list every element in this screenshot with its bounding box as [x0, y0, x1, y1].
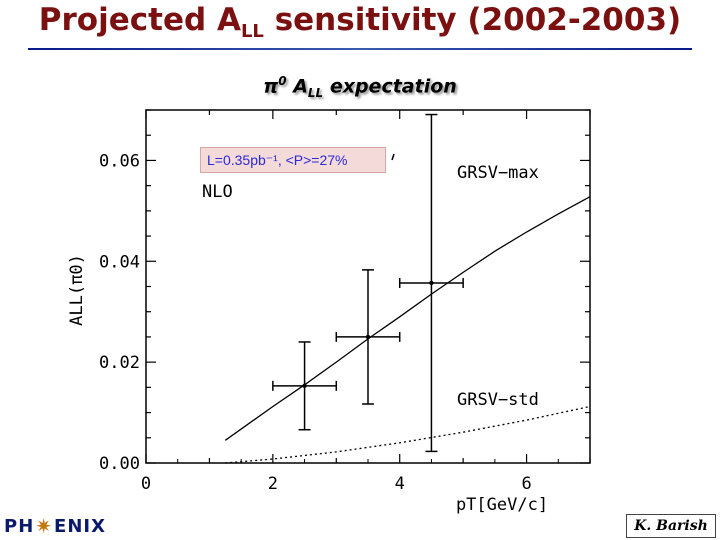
- axis-ticks: [145, 109, 591, 464]
- series-curves: [224, 196, 591, 464]
- x-tick-label: 4: [395, 474, 405, 494]
- x-axis-label: pT[GeV/c]: [456, 495, 548, 515]
- grsv-max-curve: [224, 196, 591, 441]
- luminosity-label: L=0.35pb⁻¹, <P>=27%: [200, 147, 386, 173]
- chart-subtitle: π0 ALL expectation: [263, 74, 457, 101]
- grsv-std-label: GRSV−std: [457, 390, 539, 410]
- y-tick-label: 0.06: [99, 151, 140, 171]
- point-marker: [429, 280, 434, 286]
- phenix-logo: PH ✷ ENIX: [4, 514, 106, 538]
- data-point: [272, 341, 338, 431]
- data-points: [272, 113, 464, 453]
- y-axis-label: ALL(π0): [67, 254, 87, 326]
- data-point: [335, 269, 401, 405]
- x-tick-label: 6: [521, 474, 531, 494]
- grsv-std-curve: [225, 405, 591, 464]
- grsv-max-label: GRSV−max: [457, 163, 539, 183]
- point-marker: [365, 334, 371, 340]
- y-tick-label: 0.02: [99, 353, 140, 373]
- nlo-label: NLO: [202, 182, 233, 202]
- slide-title: Projected ALL sensitivity (2002-2003): [38, 2, 682, 43]
- lumi-tick: [391, 153, 395, 161]
- title-rule: [28, 48, 692, 50]
- phoenix-star-icon: ✷: [35, 514, 54, 538]
- author-badge: K. Barish: [626, 514, 716, 538]
- x-tick-label: 0: [141, 474, 151, 494]
- data-point: [398, 113, 464, 453]
- point-marker: [302, 383, 307, 389]
- x-tick-label: 2: [268, 474, 278, 494]
- y-tick-label: 0.00: [99, 454, 140, 474]
- axis-labels: 0 2 4 6 0.00 0.02 0.04 0.06 pT[GeV/c] ALL(π0) NLO G…: [67, 151, 548, 515]
- y-tick-label: 0.04: [99, 252, 140, 272]
